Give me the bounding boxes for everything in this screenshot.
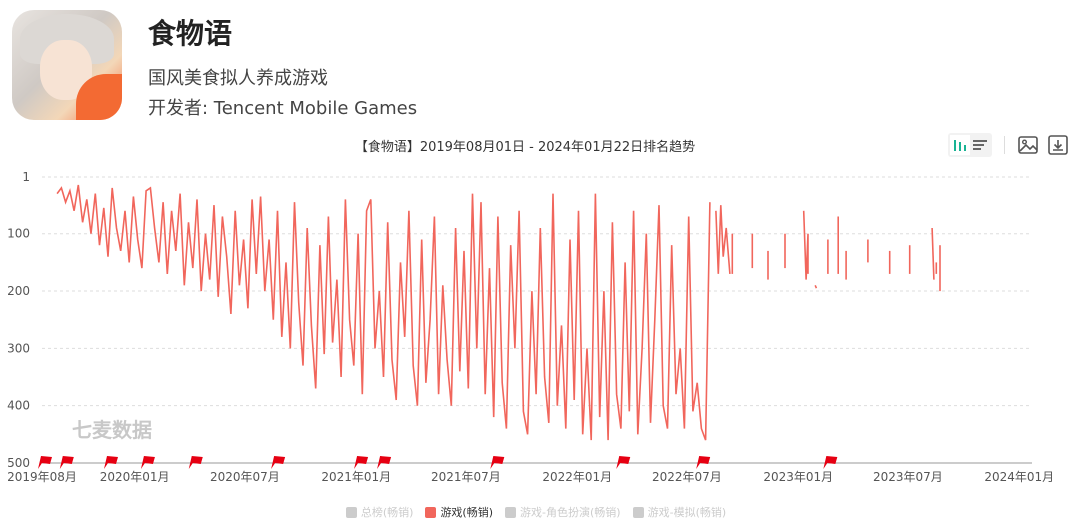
y-tick-label: 100 (7, 227, 30, 241)
app-subtitle: 国风美食拟人养成游戏 (148, 68, 328, 89)
legend-swatch (505, 506, 517, 518)
y-tick-label: 400 (7, 399, 30, 413)
event-flag-icon (823, 456, 838, 469)
event-flag-icon (490, 456, 505, 469)
event-flag-icon (104, 456, 118, 469)
y-tick-label: 300 (7, 341, 30, 355)
series-line-segment (931, 227, 935, 280)
y-tick-label: 1 (22, 170, 30, 184)
event-flag-icon (616, 456, 631, 469)
watermark: 七麦数据 (72, 418, 152, 442)
event-flag-icon (188, 456, 203, 469)
y-tick-label: 200 (7, 284, 30, 298)
event-flag-icon (377, 456, 392, 469)
bar-chart-icon[interactable] (950, 135, 970, 155)
chart-toolbar (948, 133, 1069, 157)
x-tick-label: 2023年01月 (763, 470, 833, 484)
series-line-segment (802, 210, 809, 280)
x-tick-label: 2023年07月 (873, 470, 943, 484)
chart-legend: 总榜(畅销) 游戏(畅销) 游戏-角色扮演(畅销) 游戏-模拟(畅销) (0, 504, 1072, 520)
x-tick-label: 2019年08月 (7, 470, 77, 484)
event-flag-icon (271, 456, 286, 469)
app-title: 食物语 (148, 17, 233, 50)
x-tick-label: 2020年07月 (210, 470, 280, 484)
x-tick-label: 2021年07月 (431, 470, 501, 484)
legend-item-rpg[interactable]: 游戏-角色扮演(畅销) (505, 504, 621, 520)
legend-item-overall[interactable]: 总榜(畅销) (345, 504, 413, 520)
legend-item-sim[interactable]: 游戏-模拟(畅销) (632, 504, 726, 520)
x-tick-label: 2021年01月 (321, 470, 391, 484)
toolbar-divider (1004, 136, 1005, 154)
legend-swatch (632, 506, 644, 518)
event-flag-icon (38, 456, 52, 469)
legend-swatch (425, 506, 437, 518)
event-flag-icon (696, 456, 711, 469)
series-line-main (56, 184, 711, 441)
image-icon[interactable] (1017, 134, 1039, 156)
developer-name: Tencent Mobile Games (213, 98, 418, 119)
chart-type-toggle (948, 133, 992, 157)
download-icon[interactable] (1047, 134, 1069, 156)
x-tick-label: 2022年01月 (542, 470, 612, 484)
x-tick-label: 2024年01月 (984, 470, 1054, 484)
developer: 开发者: Tencent Mobile Games (148, 94, 417, 120)
list-icon[interactable] (970, 135, 990, 155)
x-tick-label: 2020年01月 (100, 470, 170, 484)
x-tick-label: 2022年07月 (652, 470, 722, 484)
app-icon (12, 10, 122, 120)
series-line-segment (715, 205, 731, 274)
developer-label: 开发者: (148, 98, 214, 119)
y-tick-label: 500 (7, 456, 30, 470)
legend-swatch (345, 506, 357, 518)
legend-item-games[interactable]: 游戏(畅销) (425, 504, 493, 520)
event-flag-icon (354, 456, 369, 469)
event-flag-icon (59, 456, 74, 469)
chart-title: 【食物语】2019年08月01日 - 2024年01月22日排名趋势 (354, 140, 696, 155)
series-line-segment (814, 284, 818, 289)
event-flag-icon (140, 456, 155, 469)
